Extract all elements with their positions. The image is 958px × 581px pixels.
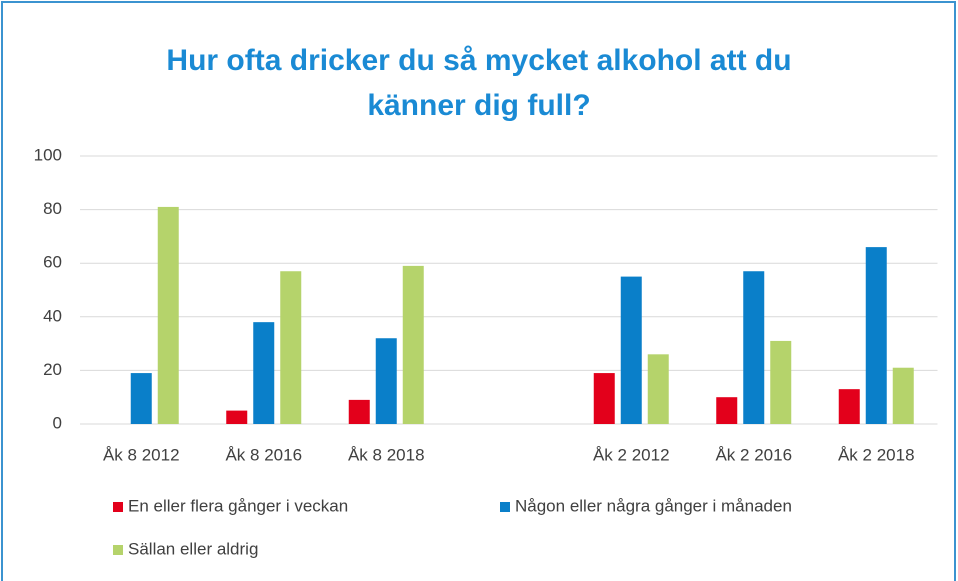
- bar: [130, 373, 152, 424]
- bar: [620, 276, 642, 424]
- bar: [280, 271, 302, 424]
- bar: [593, 373, 615, 424]
- y-tick-label: 40: [43, 306, 62, 325]
- chart-title: Hur ofta dricker du så mycket alkohol at…: [166, 44, 792, 122]
- legend-swatch: [113, 545, 123, 555]
- bar: [743, 271, 765, 424]
- legend-label: En eller flera gånger i veckan: [128, 496, 348, 515]
- y-tick-label: 60: [43, 253, 62, 272]
- bar: [892, 367, 914, 424]
- legend-label: Sällan eller aldrig: [128, 539, 258, 558]
- bar: [226, 410, 248, 424]
- bar: [157, 206, 179, 424]
- x-tick-label: Åk 8 2018: [348, 445, 425, 464]
- y-tick-label: 80: [43, 199, 62, 218]
- y-tick-label: 100: [34, 145, 62, 164]
- bar: [770, 340, 792, 424]
- bar: [375, 338, 397, 424]
- legend-swatch: [113, 502, 123, 512]
- y-tick-label: 0: [53, 413, 62, 432]
- bar: [402, 265, 424, 424]
- bar: [838, 389, 860, 424]
- x-tick-label: Åk 2 2016: [715, 445, 792, 464]
- bar: [716, 397, 738, 424]
- x-tick-label: Åk 8 2012: [103, 445, 180, 464]
- y-tick-label: 20: [43, 360, 62, 379]
- bar: [348, 399, 370, 424]
- bar: [647, 354, 669, 424]
- x-tick-label: Åk 8 2016: [225, 445, 302, 464]
- x-tick-label: Åk 2 2012: [593, 445, 670, 464]
- x-tick-label: Åk 2 2018: [838, 445, 915, 464]
- legend-swatch: [500, 502, 510, 512]
- bar: [253, 322, 275, 424]
- bar: [865, 247, 887, 424]
- legend-label: Någon eller några gånger i månaden: [515, 496, 792, 515]
